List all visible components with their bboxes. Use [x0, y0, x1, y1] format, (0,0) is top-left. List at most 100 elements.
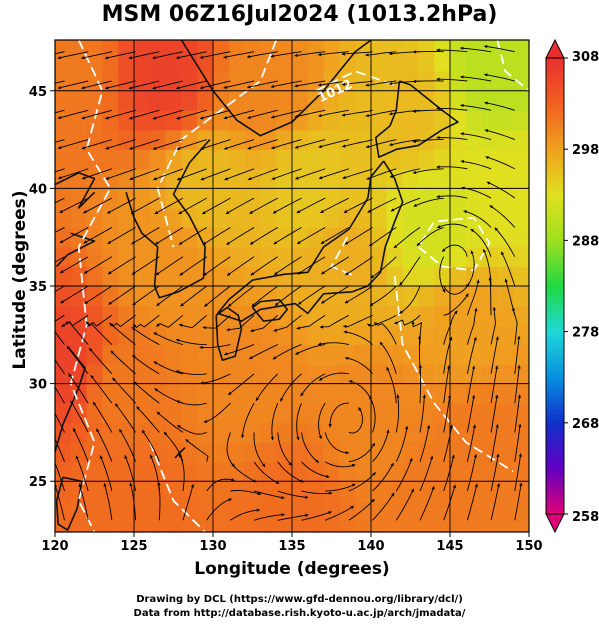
field-cell	[276, 71, 293, 92]
streamline	[179, 314, 207, 329]
streamline-arrow	[328, 424, 332, 428]
streamline	[460, 160, 492, 170]
streamline-arrow	[495, 394, 499, 399]
streamline	[348, 407, 363, 434]
field-cell	[497, 129, 514, 150]
streamline	[200, 139, 231, 150]
streamline-arrow	[386, 429, 390, 433]
field-cell	[418, 461, 435, 482]
streamline	[321, 256, 350, 275]
field-cell	[197, 286, 214, 307]
field-cell	[513, 51, 529, 72]
streamline	[247, 139, 278, 150]
field-cell	[213, 383, 230, 404]
streamline-arrow	[223, 85, 228, 89]
field-cell	[402, 246, 419, 268]
streamline	[466, 250, 475, 287]
field-cell	[244, 40, 261, 53]
streamline	[152, 51, 184, 59]
field-cell	[86, 364, 103, 385]
streamline	[202, 314, 231, 329]
streamline-arrow	[318, 52, 322, 57]
streamline	[152, 109, 184, 120]
field-cell	[481, 266, 498, 287]
streamline	[155, 256, 184, 276]
streamline	[78, 483, 89, 521]
colorbar-min-arrow	[545, 513, 565, 534]
field-cell	[323, 51, 340, 72]
streamline	[75, 455, 89, 492]
field-cell	[307, 51, 325, 72]
streamline-arrow	[224, 352, 228, 356]
field-cell	[102, 110, 119, 131]
streamline-arrow	[321, 300, 325, 304]
streamline	[107, 227, 136, 245]
streamline	[55, 483, 65, 521]
field-cell	[86, 422, 103, 443]
field-cell	[86, 500, 103, 521]
field-cell	[228, 325, 246, 346]
field-cell	[402, 383, 419, 404]
field-cell	[70, 383, 88, 404]
streamline	[85, 314, 113, 327]
streamline-arrow	[142, 430, 146, 434]
field-cell	[118, 344, 135, 365]
field-cell	[307, 325, 325, 346]
field-cell	[102, 481, 119, 502]
field-cell	[118, 286, 135, 307]
field-cell	[402, 520, 419, 532]
field-cell	[386, 481, 404, 502]
field-cell	[386, 344, 404, 365]
streamline-arrow	[36, 209, 39, 212]
coastline	[374, 80, 459, 158]
coastline	[55, 347, 86, 453]
field-cell	[339, 90, 356, 111]
field-cell	[402, 325, 419, 346]
field-cell	[481, 149, 498, 170]
streamline	[470, 228, 492, 257]
field-cell	[323, 383, 340, 404]
field-cell	[228, 129, 246, 150]
field-cell	[355, 266, 372, 287]
streamline-arrow	[270, 54, 275, 58]
credit-drawing: Drawing by DCL (https://www.gfd-dennou.o…	[136, 594, 463, 605]
field-cell	[481, 286, 498, 307]
field-cell	[513, 520, 529, 532]
streamline-arrow	[492, 307, 496, 311]
streamline-arrow	[496, 453, 500, 458]
field-cell	[134, 110, 151, 131]
streamline	[466, 365, 475, 404]
field-cell	[118, 51, 135, 72]
field-cell	[339, 481, 356, 502]
streamline	[390, 197, 421, 212]
streamline	[494, 227, 516, 257]
streamline-arrow	[177, 425, 181, 429]
streamline-arrow	[471, 365, 476, 370]
field-cell	[386, 246, 404, 268]
y-tick-label: 35	[29, 280, 47, 295]
field-cell	[481, 90, 498, 111]
streamline	[272, 344, 302, 360]
streamline-arrow	[249, 356, 253, 360]
colorbar: 308 298 288 278 268 258	[545, 38, 599, 534]
streamline	[466, 424, 476, 462]
streamline	[342, 139, 373, 148]
streamline	[317, 51, 349, 56]
field-cell	[307, 129, 325, 150]
field-cell	[481, 520, 498, 532]
field-cell	[213, 422, 230, 443]
field-cell	[465, 364, 483, 385]
field-cell	[355, 305, 372, 326]
streamline-arrow	[404, 426, 409, 430]
field-cell	[276, 129, 293, 150]
field-cell	[497, 149, 514, 170]
streamline-arrow	[84, 300, 88, 304]
field-cell	[149, 149, 167, 170]
field-cell	[70, 305, 88, 326]
streamline-arrow	[426, 425, 431, 429]
field-cell	[355, 422, 372, 443]
field-cell	[402, 51, 419, 72]
field-cell	[497, 364, 514, 385]
streamline	[367, 314, 397, 327]
streamline	[83, 227, 113, 244]
